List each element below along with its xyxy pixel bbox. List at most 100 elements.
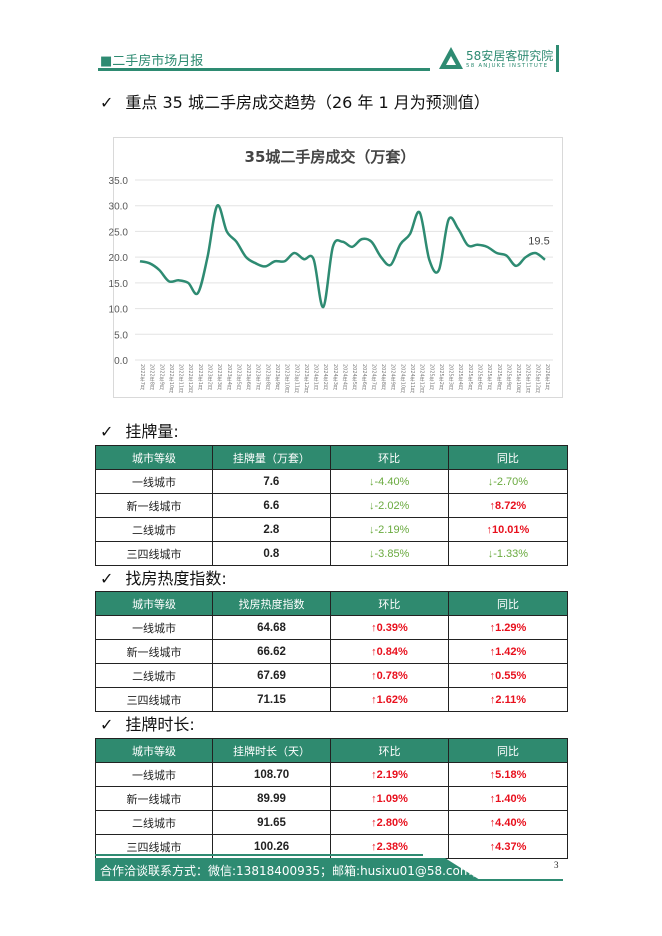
table-cell: 2.8: [212, 517, 331, 542]
section-heading-listings: ✓ 挂牌量:: [100, 418, 179, 442]
y-tick-label: 20.0: [109, 253, 129, 264]
table-cell: 7.6: [212, 469, 331, 494]
column-header: 找房热度指数: [212, 591, 331, 616]
table-cell: ↑4.40%: [448, 810, 568, 835]
table-cell: ↑0.39%: [329, 615, 449, 640]
x-tick-label: 2025年7月: [486, 364, 492, 391]
table-cell: ↑0.84%: [329, 639, 449, 664]
table-cell: ↑0.78%: [329, 663, 449, 688]
table-cell: 二线城市: [94, 663, 214, 688]
x-tick-label: 2023年4月: [226, 364, 232, 391]
header-divider: [98, 68, 430, 71]
column-header: 挂牌时长（天）: [212, 738, 332, 763]
column-header: 城市等级: [94, 591, 214, 616]
table-row: 新一线城市 89.99 ↑1.09% ↑1.40%: [94, 786, 568, 811]
x-tick-label: 2022年12月: [187, 364, 193, 394]
x-tick-label: 2023年9月: [274, 364, 280, 391]
table-cell: 0.8: [212, 541, 331, 566]
data-label: 19.5: [528, 236, 549, 248]
table-cell: 67.69: [212, 663, 331, 688]
y-tick-label: 0.0: [114, 356, 128, 367]
x-tick-label: 2025年6月: [477, 364, 483, 391]
check-icon: ✓: [100, 715, 114, 734]
table-cell: 二线城市: [94, 810, 214, 835]
x-tick-label: 2024年10月: [399, 364, 405, 394]
x-tick-label: 2022年7月: [139, 364, 145, 391]
x-tick-label: 2024年7月: [370, 364, 376, 391]
x-tick-label: 2023年1月: [197, 364, 203, 391]
x-tick-label: 2026年1月: [544, 364, 550, 391]
page-number: 3: [554, 860, 559, 870]
table-row: 新一线城市 6.6 ↓-2.02% ↑8.72%: [94, 493, 569, 518]
logo-subtext: 58 ANJUKE INSTITUTE: [466, 63, 549, 69]
x-tick-label: 2023年8月: [264, 364, 270, 391]
table-cell: ↓-3.85%: [329, 541, 449, 566]
column-header: 城市等级: [94, 445, 214, 470]
footer-bottom-line: [95, 879, 563, 881]
table-cell: ↑2.80%: [330, 810, 450, 835]
x-tick-label: 2022年11月: [178, 364, 184, 394]
x-tick-label: 2023年11月: [293, 364, 299, 394]
y-tick-label: 15.0: [109, 279, 129, 290]
report-title: ■二手房市场月报: [100, 54, 204, 69]
section-heading-trend: ✓ 重点 35 城二手房成交趋势（26 年 1 月为预测值）: [100, 89, 490, 113]
x-tick-label: 2022年8月: [149, 364, 155, 391]
footer-contact: 合作洽谈联系方式：微信:13818400935；邮箱:husixu01@58.c…: [100, 864, 484, 878]
footer-band: [95, 858, 480, 880]
x-tick-label: 2022年10月: [168, 364, 174, 394]
x-tick-label: 2025年1月: [428, 364, 434, 391]
table-cell: 108.70: [212, 762, 332, 787]
check-icon: ✓: [100, 422, 114, 441]
x-tick-label: 2025年12月: [534, 364, 540, 394]
check-icon: ✓: [100, 569, 114, 588]
x-tick-label: 2025年3月: [448, 364, 454, 391]
column-header: 城市等级: [94, 738, 214, 763]
section-title: 挂牌时长:: [125, 715, 195, 734]
column-header: 同比: [447, 591, 569, 616]
table-cell: ↓-4.40%: [329, 469, 449, 494]
table-cell: ↑8.72%: [447, 493, 569, 518]
table-cell: ↓-2.02%: [329, 493, 449, 518]
table-row: 三四线城市 0.8 ↓-3.85% ↓-1.33%: [94, 541, 569, 566]
x-tick-label: 2024年9月: [390, 364, 396, 391]
table-row: 二线城市 67.69 ↑0.78% ↑0.55%: [94, 663, 569, 688]
x-tick-label: 2023年12月: [303, 364, 309, 394]
x-tick-label: 2023年3月: [216, 364, 222, 391]
x-tick-label: 2023年5月: [235, 364, 241, 391]
x-tick-label: 2024年6月: [361, 364, 367, 391]
table-cell: 66.62: [212, 639, 331, 664]
header-bar: [556, 45, 559, 72]
table-cell: 64.68: [212, 615, 331, 640]
x-tick-label: 2024年5月: [351, 364, 357, 391]
y-tick-label: 35.0: [109, 176, 129, 187]
table-header-row: 城市等级 挂牌时长（天） 环比 同比: [94, 738, 568, 763]
x-tick-label: 2024年3月: [332, 364, 338, 391]
column-header: 同比: [447, 445, 569, 470]
x-tick-label: 2024年8月: [380, 364, 386, 391]
table-cell: ↑1.42%: [447, 639, 569, 664]
logo-icon: [439, 47, 463, 69]
section-title: 挂牌量:: [125, 422, 179, 441]
heat-index-table: 城市等级 找房热度指数 环比 同比 一线城市 64.68 ↑0.39% ↑1.29% 新一线城市…: [94, 591, 569, 712]
column-header: 环比: [330, 738, 450, 763]
x-tick-label: 2024年12月: [419, 364, 425, 394]
table-cell: ↑1.29%: [447, 615, 569, 640]
table-row: 二线城市 2.8 ↓-2.19% ↑10.01%: [94, 517, 569, 542]
table-cell: 91.65: [212, 810, 332, 835]
table-cell: ↑0.55%: [447, 663, 569, 688]
x-tick-label: 2025年2月: [438, 364, 444, 391]
table-cell: ↑5.18%: [448, 762, 568, 787]
chart-frame: [113, 137, 563, 398]
x-tick-label: 2024年4月: [342, 364, 348, 391]
table-row: 一线城市 108.70 ↑2.19% ↑5.18%: [94, 762, 568, 787]
x-tick-label: 2025年10月: [515, 364, 521, 394]
table-cell: 新一线城市: [94, 493, 214, 518]
x-tick-label: 2024年11月: [409, 364, 415, 394]
x-tick-label: 2025年11月: [525, 364, 531, 394]
x-tick-label: 2025年8月: [496, 364, 502, 391]
table-header-row: 城市等级 挂牌量（万套） 环比 同比: [94, 445, 569, 470]
table-cell: ↑1.40%: [448, 786, 568, 811]
y-tick-label: 10.0: [109, 305, 129, 316]
table-header-row: 城市等级 找房热度指数 环比 同比: [94, 591, 569, 616]
table-cell: ↓-2.19%: [329, 517, 449, 542]
